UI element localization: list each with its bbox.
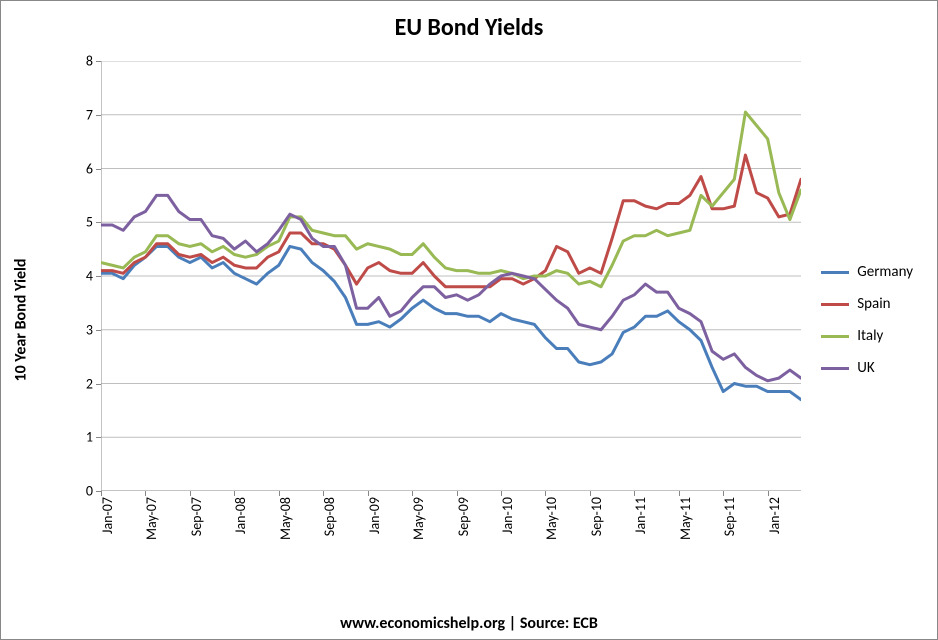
x-tick-mark [501, 491, 502, 496]
x-tick-label: Sep-10 [588, 497, 605, 536]
y-tick-mark [96, 222, 101, 223]
x-tick-label: Sep-07 [188, 497, 205, 536]
x-tick-mark [590, 491, 591, 496]
x-tick-mark [723, 491, 724, 496]
y-tick-mark [96, 169, 101, 170]
x-tick-mark [101, 491, 102, 496]
x-tick-label: Sep-11 [721, 497, 738, 536]
x-tick-mark [234, 491, 235, 496]
x-tick-label: May-08 [277, 497, 294, 540]
x-tick-mark [545, 491, 546, 496]
x-tick-mark [190, 491, 191, 496]
legend-label: UK [857, 359, 874, 377]
x-tick-label: Jan-11 [632, 497, 649, 534]
x-tick-label: Jan-12 [766, 497, 783, 534]
y-tick-mark [96, 276, 101, 277]
legend-swatch [821, 335, 849, 338]
chart-container: EU Bond Yields 10 Year Bond Yield 012345… [0, 0, 938, 640]
y-tick-mark [96, 61, 101, 62]
legend-item-uk: UK [821, 359, 913, 377]
legend-item-spain: Spain [821, 295, 913, 313]
y-axis-label: 10 Year Bond Yield [12, 258, 31, 381]
legend: Germany Spain Italy UK [821, 249, 913, 391]
x-tick-mark [323, 491, 324, 496]
legend-swatch [821, 271, 849, 274]
legend-swatch [821, 367, 849, 370]
x-tick-mark [279, 491, 280, 496]
x-tick-label: May-09 [410, 497, 427, 540]
x-tick-label: Jan-09 [366, 497, 383, 534]
x-tick-mark [768, 491, 769, 496]
x-tick-label: Sep-08 [321, 497, 338, 536]
y-tick-mark [96, 115, 101, 116]
x-tick-mark [634, 491, 635, 496]
x-tick-label: Jan-07 [99, 497, 116, 534]
x-tick-label: May-10 [543, 497, 560, 540]
y-tick-mark [96, 437, 101, 438]
legend-label: Italy [857, 327, 883, 345]
chart-title: EU Bond Yields [1, 13, 937, 42]
plot-area: 012345678Jan-07May-07Sep-07Jan-08May-08S… [101, 61, 801, 491]
x-tick-mark [145, 491, 146, 496]
legend-item-italy: Italy [821, 327, 913, 345]
x-tick-label: May-11 [677, 497, 694, 540]
legend-label: Germany [857, 263, 913, 281]
x-tick-mark [679, 491, 680, 496]
legend-item-germany: Germany [821, 263, 913, 281]
legend-label: Spain [857, 295, 890, 313]
y-tick-mark [96, 330, 101, 331]
legend-swatch [821, 303, 849, 306]
x-tick-label: Jan-10 [499, 497, 516, 534]
series-line-spain [101, 155, 801, 287]
y-tick-mark [96, 384, 101, 385]
x-tick-label: May-07 [143, 497, 160, 540]
plot-svg [101, 61, 801, 491]
x-tick-mark [412, 491, 413, 496]
x-tick-label: Jan-08 [232, 497, 249, 534]
x-tick-label: Sep-09 [455, 497, 472, 536]
x-tick-mark [457, 491, 458, 496]
source-text: www.economicshelp.org | Source: ECB [1, 614, 937, 633]
x-tick-mark [368, 491, 369, 496]
